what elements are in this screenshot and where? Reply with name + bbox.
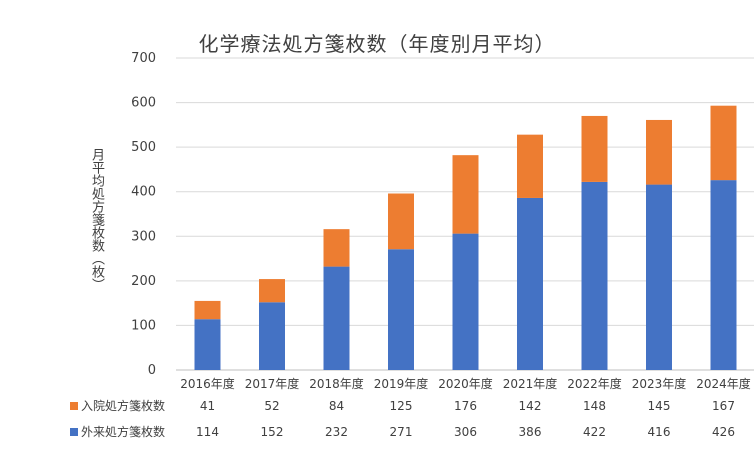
x-category-label: 2024年度: [696, 376, 751, 391]
x-axis-categories: 2016年度 2017年度 2018年度 2019年度 2020年度 2021年度 2022…: [180, 376, 751, 391]
table-value: 52: [264, 399, 279, 413]
bar-outpatient: [710, 180, 737, 370]
legend-label: 入院処方箋枚数: [81, 398, 165, 413]
table-value: 271: [390, 425, 413, 439]
y-tick-label: 100: [131, 318, 156, 333]
legend-label: 外来処方箋枚数: [81, 424, 165, 439]
table-value: 152: [261, 425, 284, 439]
bars: [194, 105, 737, 370]
table-value: 386: [519, 425, 542, 439]
table-value: 125: [390, 399, 413, 413]
data-table: 入院処方箋枚数 41 52 84 125 176 142 148 145 167 外来処方箋枚数 11…: [70, 398, 735, 439]
y-tick-label: 500: [131, 140, 156, 155]
table-value: 426: [712, 425, 735, 439]
bar-outpatient: [517, 197, 543, 370]
table-value: 232: [325, 425, 348, 439]
bar-inpatient: [259, 279, 285, 303]
table-value: 306: [454, 425, 477, 439]
table-value: 167: [712, 399, 735, 413]
x-category-label: 2020年度: [438, 376, 493, 391]
y-tick-label: 700: [131, 51, 156, 66]
table-value: 84: [329, 399, 344, 413]
bar-outpatient: [194, 319, 221, 370]
x-category-label: 2022年度: [567, 376, 622, 391]
bar-inpatient: [646, 119, 672, 185]
table-value: 41: [200, 399, 215, 413]
y-tick-label: 400: [131, 185, 156, 200]
x-category-label: 2023年度: [632, 376, 687, 391]
bar-inpatient: [581, 115, 608, 182]
x-category-label: 2017年度: [245, 376, 300, 391]
y-tick-label: 600: [131, 96, 156, 111]
bar-outpatient: [259, 302, 285, 370]
table-value: 148: [583, 399, 606, 413]
bar-inpatient: [710, 105, 737, 181]
x-category-label: 2018年度: [309, 376, 364, 391]
bar-inpatient: [323, 229, 350, 267]
y-tick-label: 300: [131, 229, 156, 244]
table-value: 145: [648, 399, 671, 413]
bar-inpatient: [517, 134, 543, 198]
bar-inpatient: [452, 155, 479, 234]
table-value: 422: [583, 425, 606, 439]
y-axis-label: 月平均処方箋枚数（枚）: [89, 148, 104, 291]
x-category-label: 2016年度: [180, 376, 235, 391]
table-value: 114: [196, 425, 219, 439]
bar-outpatient: [646, 184, 672, 370]
legend-key: [70, 428, 78, 436]
table-value: 416: [648, 425, 671, 439]
bar-outpatient: [323, 266, 350, 370]
bar-outpatient: [452, 233, 479, 370]
bar-inpatient: [388, 193, 414, 250]
y-axis-ticks: 0 100 200 300 400 500 600 700: [131, 51, 156, 378]
legend-key: [70, 402, 78, 410]
y-tick-label: 200: [131, 274, 156, 289]
bar-outpatient: [581, 181, 608, 370]
table-value: 142: [519, 399, 542, 413]
table-value: 176: [454, 399, 477, 413]
x-category-label: 2021年度: [503, 376, 558, 391]
bar-outpatient: [388, 249, 414, 370]
bar-inpatient: [194, 300, 221, 320]
x-category-label: 2019年度: [374, 376, 429, 391]
y-tick-label: 0: [148, 363, 156, 378]
chart-title: 化学療法処方箋枚数（年度別月平均）: [198, 32, 556, 56]
